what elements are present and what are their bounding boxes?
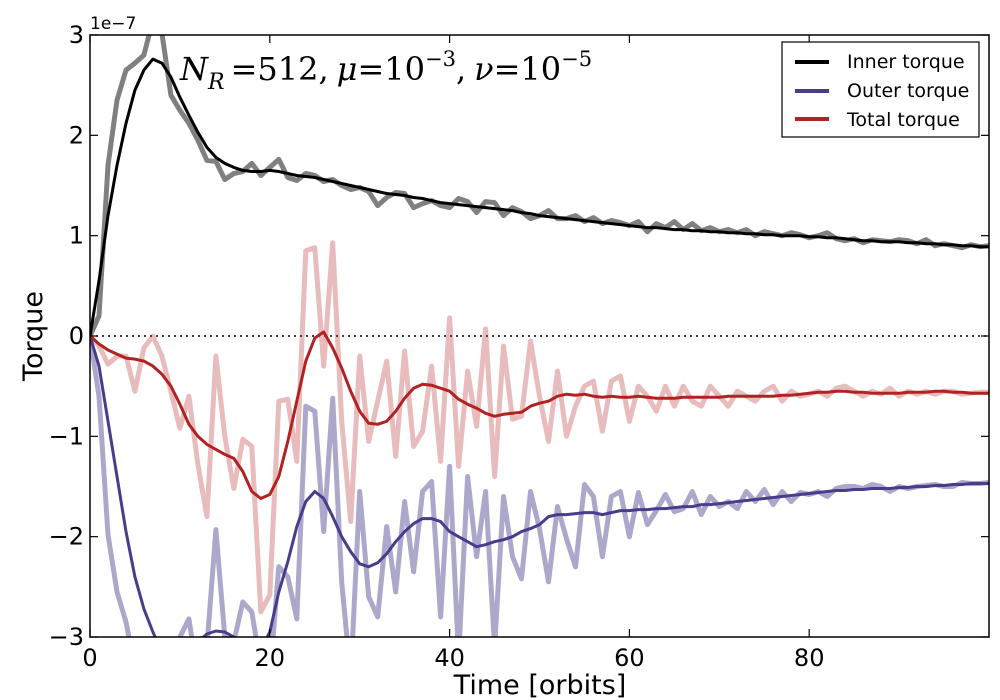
legend-label-inner: Inner torque: [847, 51, 965, 73]
y-tick-label-1: 1: [69, 222, 84, 250]
series-line-total-torque: [90, 330, 989, 500]
y-tick-label-0: 0: [69, 322, 84, 350]
legend: Inner torque Outer torque Total torque: [781, 41, 980, 138]
x-tick-label-0: 0: [82, 644, 97, 672]
y-axis-label: Torque: [18, 291, 49, 382]
y-tick-label-3: 3: [69, 21, 84, 49]
legend-label-total: Total torque: [846, 109, 960, 131]
y-tick-label-neg1: −1: [49, 422, 84, 450]
y-offset-label: 1e−7: [90, 14, 136, 34]
series-line-outer-torque-raw: [90, 335, 989, 637]
x-tick-label-40: 40: [434, 644, 465, 672]
series-layer: [90, 35, 989, 637]
x-tick-label-60: 60: [614, 644, 645, 672]
parameter-annotation: NR =512, μ=10−3, ν=10−5: [179, 47, 592, 95]
legend-label-outer: Outer torque: [847, 80, 969, 102]
ticks-layer: 0 20 40 60 80 3 2 1 0 −1 −2 −3: [49, 21, 989, 672]
x-axis-label: Time [orbits]: [453, 670, 627, 700]
series-line-total-torque-raw: [90, 240, 989, 615]
series-line-inner-torque: [90, 57, 989, 337]
x-tick-label-80: 80: [794, 644, 825, 672]
y-tick-label-neg2: −2: [49, 523, 84, 551]
x-tick-label-20: 20: [255, 644, 286, 672]
series-line-outer-torque: [90, 335, 989, 637]
y-tick-label-2: 2: [69, 121, 84, 149]
annotation-text: NR =512, μ=10−3, ν=10−5: [179, 47, 592, 95]
y-tick-label-neg3: −3: [49, 623, 84, 651]
